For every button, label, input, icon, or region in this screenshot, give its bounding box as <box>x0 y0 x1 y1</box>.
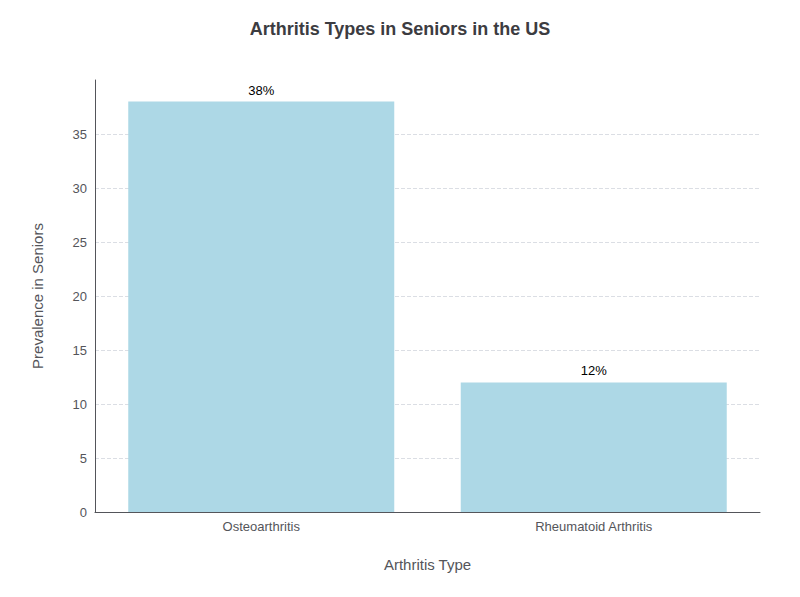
svg-text:Osteoarthritis: Osteoarthritis <box>223 519 301 534</box>
svg-text:Arthritis Type: Arthritis Type <box>384 556 471 573</box>
svg-text:Arthritis Types in Seniors in: Arthritis Types in Seniors in the US <box>250 19 551 39</box>
svg-text:20: 20 <box>73 289 87 304</box>
svg-text:15: 15 <box>73 343 87 358</box>
svg-text:25: 25 <box>73 235 87 250</box>
svg-text:10: 10 <box>73 397 87 412</box>
svg-text:5: 5 <box>80 451 87 466</box>
svg-text:30: 30 <box>73 181 87 196</box>
svg-text:35: 35 <box>73 127 87 142</box>
svg-text:Prevalence in Seniors: Prevalence in Seniors <box>29 223 46 369</box>
svg-text:12%: 12% <box>581 363 607 378</box>
svg-text:Rheumatoid Arthritis: Rheumatoid Arthritis <box>535 519 653 534</box>
svg-text:38%: 38% <box>248 83 274 98</box>
svg-text:0: 0 <box>80 505 87 520</box>
